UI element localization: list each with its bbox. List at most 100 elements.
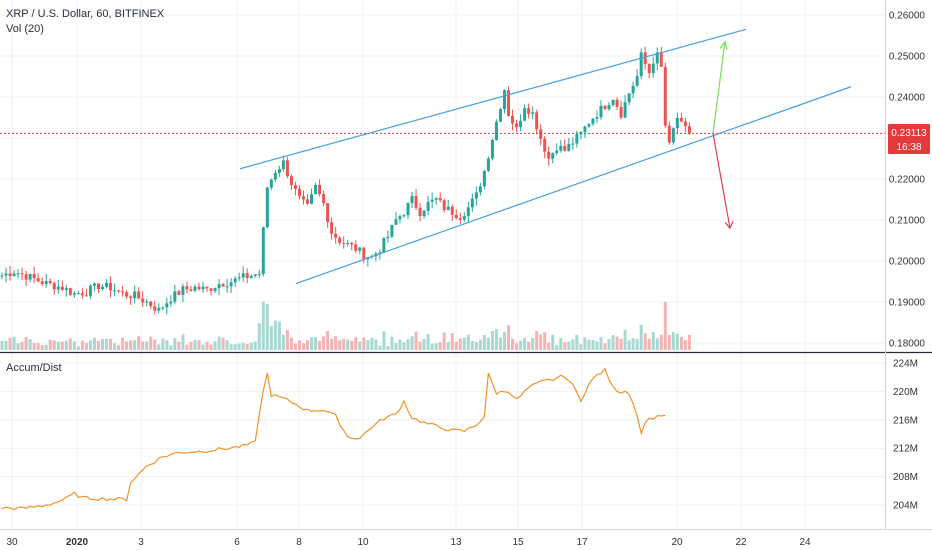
candle-body bbox=[217, 283, 221, 289]
candle-body bbox=[567, 144, 571, 151]
time-tick-label: 22 bbox=[735, 537, 747, 548]
candle-body bbox=[189, 289, 193, 291]
candle-body bbox=[350, 242, 354, 245]
candle-body bbox=[667, 125, 671, 143]
candle-body bbox=[261, 227, 265, 274]
candle-body bbox=[346, 242, 350, 244]
candle-body bbox=[72, 293, 76, 295]
volume-bar bbox=[293, 343, 297, 350]
volume-bar bbox=[683, 340, 687, 350]
candle-body bbox=[334, 233, 338, 238]
time-axis[interactable]: 30 2020 3 6 8 10 13 15 17 20 22 24 bbox=[6, 537, 811, 548]
time-tick-label: 24 bbox=[799, 537, 811, 548]
time-tick-label: 3 bbox=[138, 537, 144, 548]
candle-body bbox=[587, 123, 591, 127]
price-axis[interactable]: 0.260000.250000.240000.230000.220000.210… bbox=[889, 11, 926, 350]
time-tick-label: 8 bbox=[296, 537, 302, 548]
volume-bar bbox=[382, 331, 386, 350]
candle-body bbox=[683, 121, 687, 127]
candle-body bbox=[28, 273, 32, 280]
volume-bar bbox=[655, 338, 659, 350]
volume-bar bbox=[68, 338, 72, 350]
volume-bar bbox=[507, 325, 511, 350]
volume-bar bbox=[390, 336, 394, 350]
candle-body bbox=[571, 143, 575, 145]
volume-bar bbox=[659, 334, 663, 350]
time-tick-label: 2020 bbox=[66, 537, 89, 548]
volume-bar bbox=[318, 340, 322, 350]
volume-bar bbox=[466, 334, 470, 350]
candle-body bbox=[60, 286, 64, 291]
candle-body bbox=[96, 283, 100, 290]
candle-body bbox=[281, 160, 285, 170]
price-tick-label: 0.21000 bbox=[889, 216, 926, 227]
candle-body bbox=[185, 286, 189, 290]
candle-body bbox=[531, 112, 535, 114]
candle-body bbox=[153, 306, 157, 311]
volume-bar bbox=[8, 337, 12, 350]
volume-bar bbox=[551, 334, 555, 350]
volume-bar bbox=[273, 320, 277, 350]
accum-dist-label[interactable]: Accum/Dist bbox=[6, 362, 62, 374]
volume-bar bbox=[306, 340, 310, 350]
candle-body bbox=[615, 99, 619, 107]
volume-bar bbox=[261, 301, 265, 350]
current-price-badge: 0.23113 16:38 bbox=[888, 124, 930, 154]
candle-body bbox=[458, 218, 462, 220]
candle-body bbox=[225, 286, 229, 288]
volume-bar bbox=[535, 330, 539, 350]
candle-body bbox=[647, 63, 651, 74]
candle-body bbox=[466, 207, 470, 217]
volume-bar bbox=[434, 343, 438, 350]
time-tick-label: 6 bbox=[234, 537, 240, 548]
volume-bar bbox=[490, 330, 494, 350]
drawings[interactable] bbox=[239, 28, 852, 285]
time-tick-label: 20 bbox=[671, 537, 683, 548]
candle-body bbox=[20, 273, 24, 275]
volume-bar bbox=[438, 342, 442, 350]
candle-body bbox=[450, 206, 454, 215]
arrow-down-line[interactable] bbox=[712, 133, 731, 229]
volume-bar bbox=[225, 340, 229, 350]
volume-bar bbox=[326, 331, 330, 350]
volume-bar bbox=[615, 336, 619, 350]
candle-body bbox=[44, 281, 48, 284]
accum-dist-axis[interactable]: 224M 220M 216M 212M 208M 204M bbox=[893, 359, 918, 512]
volume-bar bbox=[462, 337, 466, 350]
accum-tick-label: 224M bbox=[893, 359, 918, 370]
volume-bar bbox=[64, 340, 68, 350]
channel-lower-line[interactable] bbox=[295, 86, 852, 285]
badge-countdown: 16:38 bbox=[896, 142, 921, 153]
candle-body bbox=[398, 216, 402, 220]
volume-bar bbox=[16, 343, 20, 350]
volume-bar bbox=[125, 341, 129, 350]
volume-bar bbox=[358, 341, 362, 350]
volume-label[interactable]: Vol (20) bbox=[6, 23, 44, 35]
channel-upper-line[interactable] bbox=[239, 28, 747, 170]
candle-body bbox=[470, 198, 474, 208]
volume-bar bbox=[201, 344, 205, 350]
volume-bar bbox=[145, 341, 149, 350]
arrow-up-line[interactable] bbox=[712, 41, 726, 134]
candle-body bbox=[68, 288, 72, 295]
arrow-up-head bbox=[719, 40, 728, 50]
volume-bar bbox=[503, 331, 506, 350]
candle-body bbox=[478, 186, 482, 193]
candle-body bbox=[599, 105, 603, 118]
volume-bar bbox=[173, 338, 177, 350]
volume-bar bbox=[133, 340, 137, 350]
volume-bar bbox=[591, 340, 595, 350]
volume-bar bbox=[249, 342, 253, 350]
volume-bar bbox=[587, 339, 591, 350]
candle-body bbox=[161, 307, 165, 309]
volume-bar bbox=[149, 336, 153, 350]
volume-bar bbox=[647, 338, 651, 350]
volume-bar bbox=[378, 345, 382, 350]
candle-body bbox=[277, 169, 281, 173]
volume-bar bbox=[165, 340, 169, 350]
candle-body bbox=[64, 288, 68, 291]
time-tick-label: 15 bbox=[512, 537, 524, 548]
candle-body bbox=[209, 288, 213, 291]
symbol-title[interactable]: XRP / U.S. Dollar, 60, BITFINEX bbox=[6, 8, 165, 20]
